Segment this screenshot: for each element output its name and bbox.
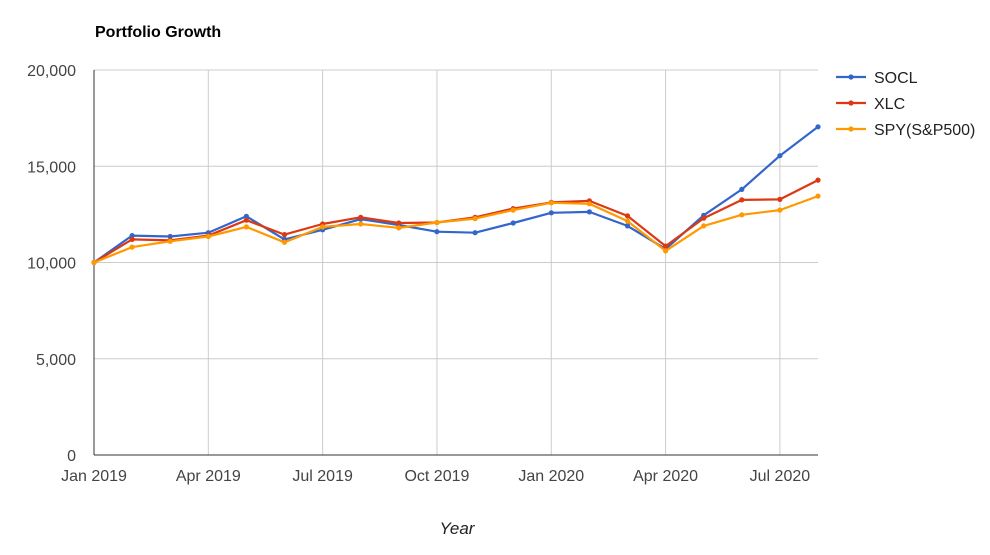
x-tick-label: Jul 2019 — [292, 468, 353, 485]
y-tick-label: 0 — [67, 448, 76, 465]
data-point[interactable] — [548, 210, 554, 216]
data-point[interactable] — [129, 244, 135, 250]
data-point[interactable] — [701, 215, 707, 221]
data-point[interactable] — [510, 207, 516, 213]
data-point[interactable] — [281, 232, 288, 238]
data-point[interactable] — [815, 193, 821, 199]
data-point[interactable] — [739, 186, 745, 192]
data-point[interactable] — [91, 259, 97, 266]
y-tick-label: 10,000 — [27, 256, 76, 273]
data-point[interactable] — [624, 218, 631, 224]
data-point[interactable] — [358, 221, 364, 227]
data-point[interactable] — [243, 217, 249, 223]
series-line[interactable] — [93, 195, 819, 264]
data-point[interactable] — [701, 223, 707, 229]
data-point[interactable] — [167, 233, 173, 240]
data-point[interactable] — [624, 213, 631, 219]
axes: 0 5,000 10,000 15,000 20,000 Jan 2019 Apr 2019… — [27, 63, 818, 485]
data-point[interactable] — [320, 224, 326, 230]
x-tick-label: Apr 2019 — [176, 468, 241, 485]
data-point[interactable] — [396, 225, 402, 231]
data-point[interactable] — [434, 219, 440, 226]
data-point[interactable] — [777, 153, 783, 159]
legend-label: XLC — [874, 96, 905, 113]
y-tick-label: 20,000 — [27, 63, 76, 80]
data-point[interactable] — [167, 238, 173, 244]
legend-item[interactable]: SOCL — [836, 70, 918, 87]
data-point[interactable] — [434, 229, 440, 235]
data-point[interactable] — [205, 233, 211, 240]
data-point[interactable] — [281, 239, 288, 245]
legend-label: SPY(S&P500) — [874, 122, 975, 139]
legend-item[interactable]: SPY(S&P500) — [836, 122, 975, 139]
legend-swatch-dot — [848, 126, 854, 132]
x-tick-label: Oct 2019 — [404, 468, 469, 485]
data-point[interactable] — [548, 200, 554, 206]
data-point[interactable] — [396, 220, 402, 226]
data-point[interactable] — [129, 233, 135, 239]
data-point[interactable] — [129, 236, 135, 242]
series-line[interactable] — [93, 125, 819, 264]
x-tick-label: Apr 2020 — [633, 468, 698, 485]
legend-swatch-dot — [848, 74, 854, 80]
data-point[interactable] — [243, 224, 249, 230]
x-tick-label: Jan 2019 — [61, 468, 127, 485]
gridlines — [94, 69, 818, 455]
data-point[interactable] — [243, 213, 249, 219]
data-point[interactable] — [586, 209, 593, 215]
data-point[interactable] — [624, 223, 631, 229]
legend[interactable]: SOCL XLC SPY(S&P500) — [836, 70, 975, 139]
data-point[interactable] — [777, 196, 783, 202]
x-tick-label: Jul 2020 — [750, 468, 811, 485]
data-point[interactable] — [472, 230, 478, 236]
x-axis-label: Year — [440, 519, 476, 538]
legend-item[interactable]: XLC — [836, 96, 905, 113]
data-point[interactable] — [472, 216, 478, 222]
data-point[interactable] — [739, 197, 745, 203]
data-point[interactable] — [739, 212, 745, 218]
y-tick-label: 15,000 — [27, 159, 76, 176]
data-point[interactable] — [663, 248, 669, 254]
y-tick-label: 5,000 — [36, 352, 76, 369]
data-point[interactable] — [777, 207, 783, 213]
data-point[interactable] — [815, 177, 821, 183]
data-point[interactable] — [663, 243, 669, 249]
legend-label: SOCL — [874, 70, 918, 87]
data-point[interactable] — [586, 201, 593, 207]
series-lines — [91, 124, 821, 266]
data-point[interactable] — [510, 220, 516, 226]
data-point[interactable] — [358, 214, 364, 220]
chart-title: Portfolio Growth — [95, 24, 221, 41]
legend-swatch-dot — [848, 100, 854, 106]
x-tick-label: Jan 2020 — [518, 468, 584, 485]
data-point[interactable] — [815, 124, 821, 130]
